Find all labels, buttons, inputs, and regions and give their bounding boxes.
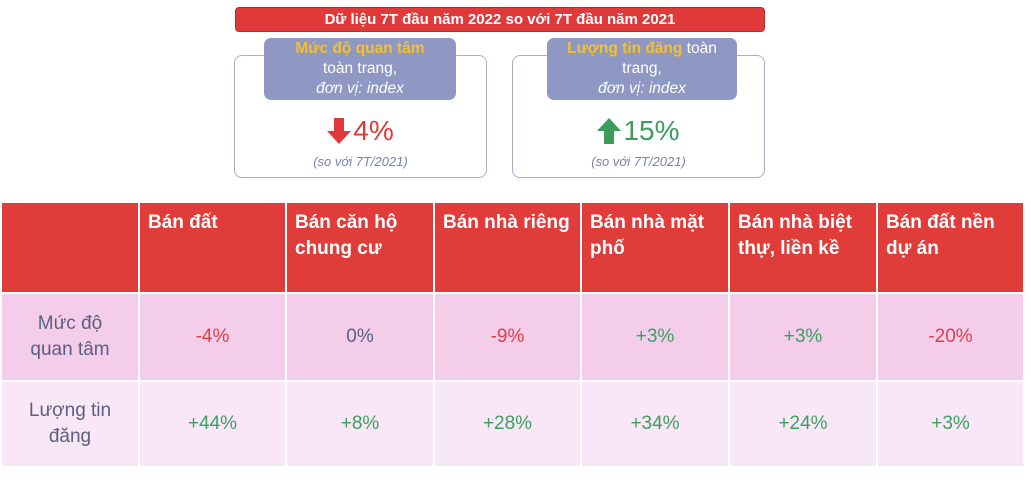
stat-unit: đơn vị: index xyxy=(598,80,686,97)
stat-label-listings: Lượng tin đăng toàn trang, đơn vị: index xyxy=(547,38,737,100)
arrow-down-icon xyxy=(327,118,352,144)
column-header: Bán đất nền dự án xyxy=(876,201,1025,294)
page-title: Dữ liệu 7T đầu năm 2022 so với 7T đầu nă… xyxy=(235,7,765,32)
stat-highlight: Mức độ quan tâm xyxy=(295,40,425,57)
stat-value-text: 15% xyxy=(623,115,680,146)
stat-label-interest: Mức độ quan tâm toàn trang, đơn vị: inde… xyxy=(264,38,456,100)
column-header: Bán đất xyxy=(138,201,287,294)
table-header-row: Bán đất Bán căn hộ chung cư Bán nhà riên… xyxy=(0,201,1025,294)
table-cell: 0% xyxy=(285,292,435,382)
stat-note-listings: (so với 7T/2021) xyxy=(591,154,686,169)
table-cell: -9% xyxy=(433,292,582,382)
table-cell: -20% xyxy=(876,292,1025,382)
column-header xyxy=(0,201,140,294)
row-label-text: Lượng tin đăng xyxy=(28,400,112,447)
table-cell: +34% xyxy=(580,380,730,468)
table-cell: +44% xyxy=(138,380,287,468)
table-row: Mức độ quan tâm -4% 0% -9% +3% +3% -20% xyxy=(0,292,1025,382)
arrow-up-icon xyxy=(597,118,622,144)
table-cell: +3% xyxy=(728,292,878,382)
row-label: Lượng tin đăng xyxy=(0,380,140,468)
row-label: Mức độ quan tâm xyxy=(0,292,140,382)
table-cell: +28% xyxy=(433,380,582,468)
stat-note-interest: (so với 7T/2021) xyxy=(313,154,408,169)
stat-highlight: Lượng tin đăng xyxy=(567,40,683,57)
table-cell: +3% xyxy=(580,292,730,382)
column-header: Bán nhà riêng xyxy=(433,201,582,294)
stat-value-text: 4% xyxy=(353,115,394,146)
table-cell: +24% xyxy=(728,380,878,468)
column-header: Bán căn hộ chung cư xyxy=(285,201,435,294)
row-label-text: Mức độ quan tâm xyxy=(30,313,110,360)
stat-label-text: toàn trang, xyxy=(622,40,717,77)
table-cell: -4% xyxy=(138,292,287,382)
stat-label-text: toàn trang, xyxy=(322,60,398,77)
table-row: Lượng tin đăng +44% +8% +28% +34% +24% +… xyxy=(0,380,1025,468)
column-header: Bán nhà biệt thự, liền kề xyxy=(728,201,878,294)
stat-value-interest: 4% xyxy=(234,113,487,149)
column-header: Bán nhà mặt phố xyxy=(580,201,730,294)
comparison-table: Bán đất Bán căn hộ chung cư Bán nhà riên… xyxy=(0,201,1025,468)
stat-value-listings: 15% xyxy=(512,113,765,149)
stat-unit: đơn vị: index xyxy=(316,80,404,97)
table-cell: +3% xyxy=(876,380,1025,468)
table-cell: +8% xyxy=(285,380,435,468)
